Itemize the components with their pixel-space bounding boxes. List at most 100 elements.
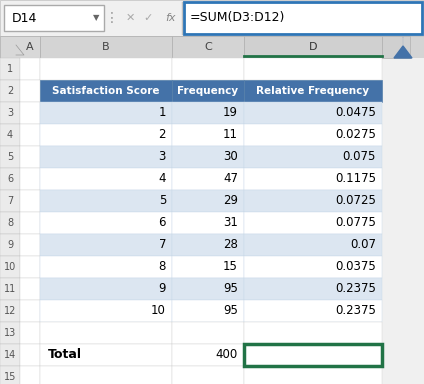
Bar — [40, 256, 172, 278]
Bar — [172, 190, 244, 212]
Bar — [20, 168, 40, 190]
Text: 1: 1 — [159, 106, 166, 119]
Bar — [20, 212, 40, 234]
Text: 0.2375: 0.2375 — [335, 283, 376, 296]
Bar — [244, 344, 382, 366]
Bar — [244, 234, 382, 256]
Text: 0.2375: 0.2375 — [335, 305, 376, 318]
Bar — [4, 5, 104, 31]
Bar — [0, 0, 424, 36]
Text: 3: 3 — [159, 151, 166, 164]
Text: 3: 3 — [7, 108, 13, 118]
Bar — [244, 80, 382, 102]
Text: 19: 19 — [223, 106, 238, 119]
Text: 400: 400 — [216, 349, 238, 361]
Text: 8: 8 — [159, 260, 166, 273]
Text: 5: 5 — [159, 195, 166, 207]
Bar — [172, 234, 244, 256]
Bar — [20, 146, 40, 168]
Bar — [0, 344, 20, 366]
Bar — [40, 80, 172, 102]
Bar — [172, 366, 244, 384]
Bar — [172, 58, 244, 80]
Bar — [382, 36, 410, 58]
Text: 15: 15 — [223, 260, 238, 273]
Text: 47: 47 — [223, 172, 238, 185]
Bar — [172, 278, 244, 300]
Bar — [172, 256, 244, 278]
Text: 30: 30 — [223, 151, 238, 164]
Text: 2: 2 — [159, 129, 166, 141]
Text: 0.0775: 0.0775 — [335, 217, 376, 230]
Bar — [40, 322, 172, 344]
Bar — [20, 366, 40, 384]
Bar — [0, 80, 20, 102]
Bar — [40, 190, 172, 212]
Bar — [40, 234, 172, 256]
Bar — [244, 168, 382, 190]
Text: 0.07: 0.07 — [350, 238, 376, 252]
Bar — [172, 36, 244, 58]
Bar — [0, 212, 20, 234]
Bar — [40, 212, 172, 234]
Bar — [0, 366, 20, 384]
Bar — [20, 80, 40, 102]
Bar — [20, 300, 40, 322]
Bar — [0, 102, 20, 124]
Bar — [20, 278, 40, 300]
Text: D: D — [309, 42, 317, 52]
FancyArrow shape — [394, 46, 412, 58]
Text: 0.0275: 0.0275 — [335, 129, 376, 141]
Bar — [40, 344, 172, 366]
Bar — [172, 168, 244, 190]
Text: Frequency: Frequency — [177, 86, 239, 96]
Bar — [0, 256, 20, 278]
Text: 0.0475: 0.0475 — [335, 106, 376, 119]
Bar — [172, 344, 244, 366]
Text: =SUM(D3:D12): =SUM(D3:D12) — [190, 12, 285, 25]
Bar — [0, 124, 20, 146]
Bar — [0, 36, 424, 58]
Bar — [0, 278, 20, 300]
Text: Relative Frequency: Relative Frequency — [257, 86, 370, 96]
Text: 28: 28 — [223, 238, 238, 252]
Bar — [20, 234, 40, 256]
Text: 29: 29 — [223, 195, 238, 207]
Text: D14: D14 — [12, 12, 37, 25]
Bar — [244, 124, 382, 146]
Text: Satisfaction Score: Satisfaction Score — [52, 86, 160, 96]
Bar — [0, 0, 424, 36]
Text: A: A — [26, 42, 34, 52]
Bar — [40, 36, 172, 58]
Bar — [40, 278, 172, 300]
Text: 10: 10 — [151, 305, 166, 318]
Text: ✓: ✓ — [143, 13, 153, 23]
Text: 95: 95 — [223, 283, 238, 296]
Bar — [0, 36, 40, 58]
Bar — [40, 58, 172, 80]
Text: 95: 95 — [223, 305, 238, 318]
Bar — [40, 366, 172, 384]
Bar — [40, 146, 172, 168]
Text: 6: 6 — [159, 217, 166, 230]
Bar — [244, 322, 382, 344]
Text: 4: 4 — [7, 130, 13, 140]
Text: 0.1175: 0.1175 — [335, 172, 376, 185]
Text: 0.0375: 0.0375 — [335, 260, 376, 273]
Text: 8: 8 — [7, 218, 13, 228]
Text: C: C — [204, 42, 212, 52]
Text: 0.0725: 0.0725 — [335, 195, 376, 207]
Bar — [20, 256, 40, 278]
Bar — [0, 58, 20, 80]
Bar — [172, 102, 244, 124]
Bar — [244, 146, 382, 168]
Bar — [172, 300, 244, 322]
Bar — [0, 300, 20, 322]
Text: 4: 4 — [159, 172, 166, 185]
Text: B: B — [102, 42, 110, 52]
Bar — [20, 124, 40, 146]
Bar — [0, 146, 20, 168]
Text: Total: Total — [48, 349, 82, 361]
Bar — [40, 124, 172, 146]
Bar — [244, 256, 382, 278]
